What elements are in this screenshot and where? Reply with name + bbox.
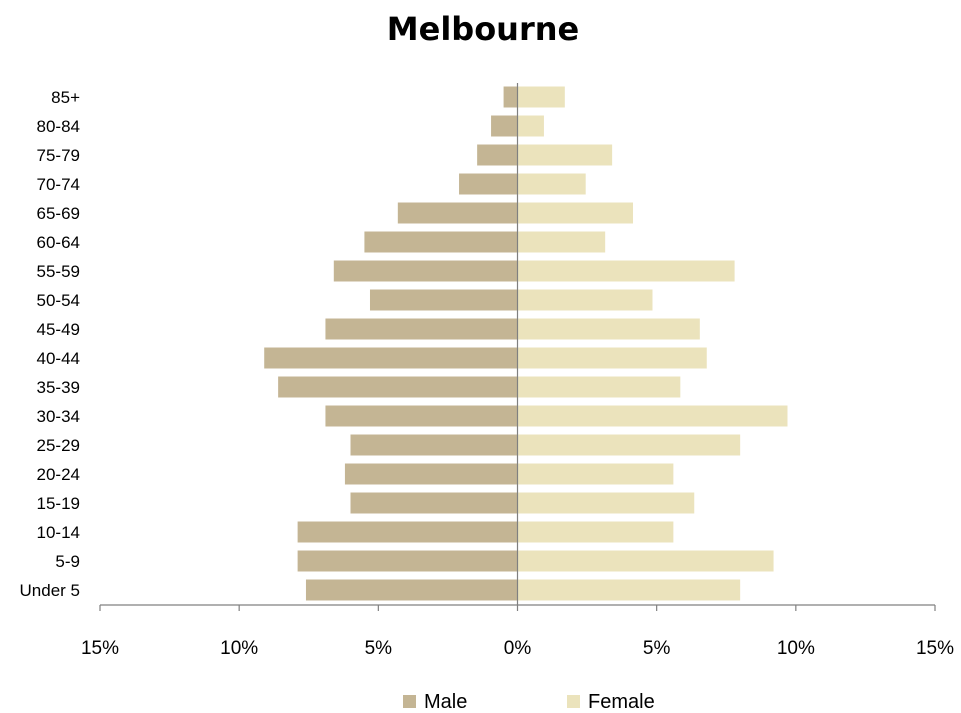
bar-male-45-49 [325, 318, 518, 340]
bar-male-65-69 [397, 202, 518, 224]
bar-male-30-34 [325, 405, 518, 427]
bar-male-55-59 [333, 260, 518, 282]
bar-male-35-39 [278, 376, 518, 398]
bar-female-45-49 [517, 318, 700, 340]
x-tick-label: 15% [81, 638, 119, 659]
bar-female-75-79 [517, 144, 613, 166]
category-label: 30-34 [37, 407, 80, 426]
category-labels: Under 5 5-9 10-14 15-19 20-24 25-29 30-34 35-39… [20, 88, 81, 600]
bar-male-25-29 [350, 434, 518, 456]
category-label: 20-24 [37, 465, 80, 484]
bar-female-60-64 [517, 231, 606, 253]
category-label: 5-9 [55, 552, 80, 571]
tick-labels: 15% 10% 5% 0% 5% 10% 15% [81, 638, 954, 659]
chart-title: Melbourne [387, 10, 579, 48]
bar-male-15-19 [350, 492, 518, 514]
bar-female-under-5 [517, 579, 741, 601]
x-tick-label: 5% [643, 638, 671, 659]
bar-female-10-14 [517, 521, 674, 543]
axes-group [99, 83, 936, 611]
category-label: 10-14 [37, 523, 80, 542]
bar-male-70-74 [459, 173, 518, 195]
bar-male-75-79 [477, 144, 518, 166]
x-tick-label: 15% [916, 638, 954, 659]
bar-male-40-44 [264, 347, 518, 369]
bar-male-20-24 [344, 463, 518, 485]
bar-female-20-24 [517, 463, 674, 485]
bar-female-80-84 [517, 115, 544, 137]
bar-male-under-5 [305, 579, 518, 601]
bar-male-5-9 [297, 550, 518, 572]
category-label: 60-64 [37, 233, 80, 252]
category-label: 15-19 [37, 494, 80, 513]
category-label: 55-59 [37, 262, 80, 281]
legend-swatch-female [567, 695, 580, 708]
category-label: 50-54 [37, 291, 80, 310]
category-label: 25-29 [37, 436, 80, 455]
legend-label-female: Female [588, 691, 655, 713]
bar-female-5-9 [517, 550, 774, 572]
bar-female-40-44 [517, 347, 707, 369]
legend-swatch-male [403, 695, 416, 708]
bar-male-10-14 [297, 521, 518, 543]
bar-male-50-54 [369, 289, 518, 311]
category-label: 85+ [51, 88, 80, 107]
bars-group [264, 86, 788, 601]
category-label: 65-69 [37, 204, 80, 223]
category-label: Under 5 [20, 581, 80, 600]
legend: Male Female [403, 691, 655, 713]
category-label: 35-39 [37, 378, 80, 397]
legend-label-male: Male [424, 691, 467, 713]
bar-male-60-64 [364, 231, 518, 253]
x-tick-label: 10% [777, 638, 815, 659]
category-label: 75-79 [37, 146, 80, 165]
bar-male-85- [503, 86, 518, 108]
bar-female-15-19 [517, 492, 695, 514]
bar-female-25-29 [517, 434, 741, 456]
bar-female-70-74 [517, 173, 586, 195]
x-tick-label: 5% [365, 638, 393, 659]
category-label: 40-44 [37, 349, 80, 368]
x-tick-label: 0% [504, 638, 532, 659]
bar-female-65-69 [517, 202, 634, 224]
category-label: 80-84 [37, 117, 80, 136]
bar-female-55-59 [517, 260, 735, 282]
bar-female-35-39 [517, 376, 681, 398]
bar-male-80-84 [491, 115, 518, 137]
bar-female-50-54 [517, 289, 653, 311]
bar-female-30-34 [517, 405, 788, 427]
bar-female-85- [517, 86, 565, 108]
x-tick-label: 10% [220, 638, 258, 659]
category-label: 70-74 [37, 175, 80, 194]
category-label: 45-49 [37, 320, 80, 339]
